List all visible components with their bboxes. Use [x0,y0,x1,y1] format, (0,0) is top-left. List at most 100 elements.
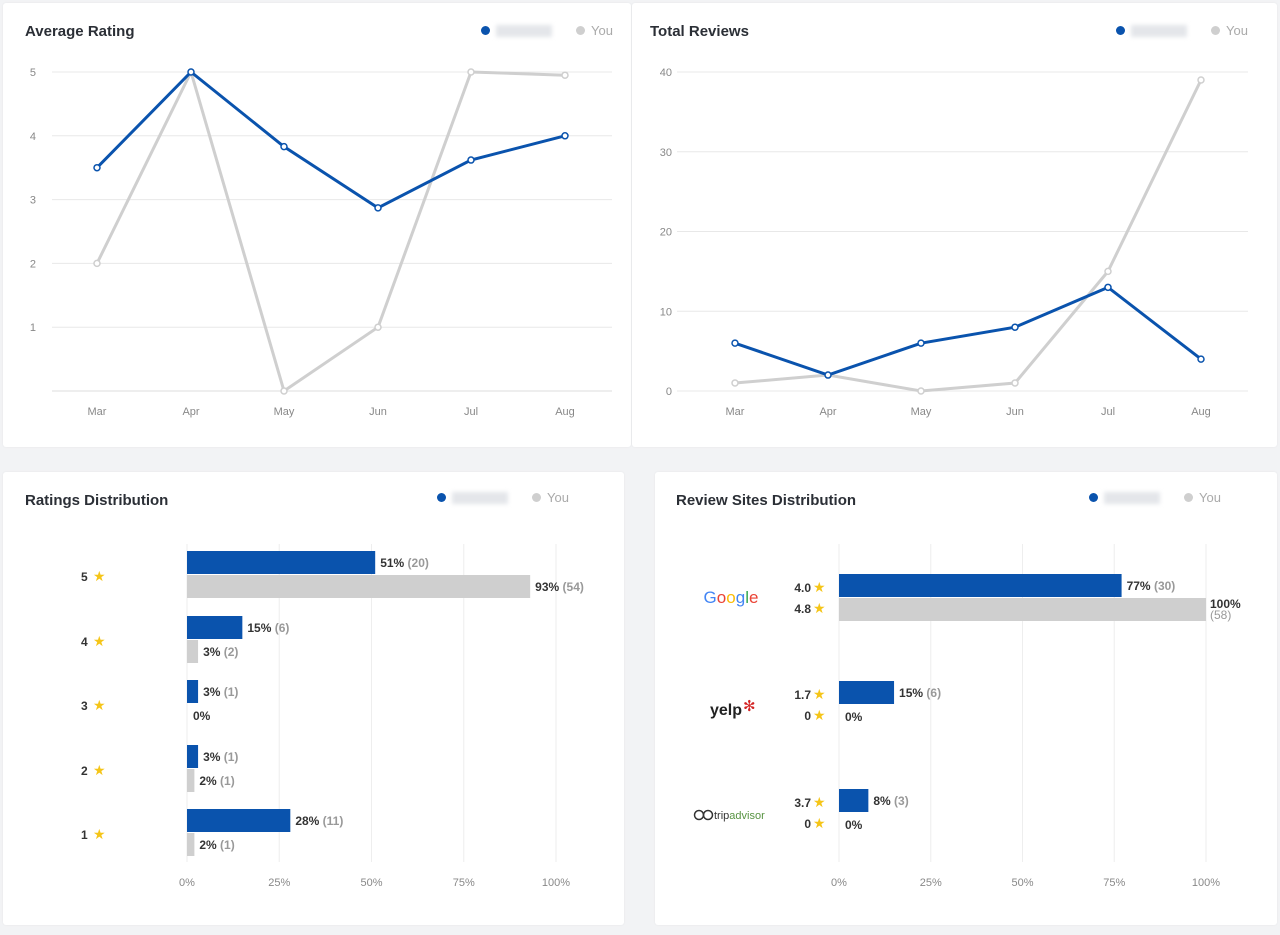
star-icon: ★ [93,568,106,584]
y-tick-label: 40 [660,67,672,79]
competitor-legend-dot [481,26,490,35]
x-tick-label: 50% [1011,877,1033,889]
bar-value-label: 77% (30) [1127,579,1176,593]
competitor-legend-dot [1116,26,1125,35]
star-icon: ★ [813,815,826,831]
you-site-rating: 4.8 [794,602,811,616]
legend: You [481,23,613,38]
data-point [93,163,101,172]
data-point [280,142,288,151]
you-bar [187,640,199,663]
star-icon: ★ [93,633,106,649]
you-bar [187,769,195,792]
data-point [1104,283,1112,292]
competitor-series-line [95,69,566,210]
competitor-bar [187,745,199,768]
y-tick-label: 5 [30,67,36,79]
x-tick-label: May [274,406,295,418]
x-tick-label: Jun [369,406,387,418]
x-tick-label: 0% [179,877,195,889]
x-tick-label: May [911,406,932,418]
x-tick-label: Aug [1191,406,1211,418]
star-icon: ★ [813,579,826,595]
legend: You [437,490,569,505]
star-icon: ★ [93,826,106,842]
data-point [1011,323,1019,331]
yelp-burst-icon: ✻ [743,698,756,715]
you-series-line [734,79,1203,393]
bar-value-label: 15% (6) [247,621,289,635]
data-point [374,323,382,331]
x-tick-label: 75% [1103,877,1125,889]
bar-value-label: 2% (1) [199,774,234,788]
rating-level-label: 5 [81,570,88,584]
data-point [1011,379,1019,387]
competitor-legend-dot [437,493,446,502]
bar-value-label: 0% [193,709,211,723]
data-point [187,68,195,76]
tripadvisor-owl-icon [693,809,705,821]
card-title: Ratings Distribution [25,492,169,509]
data-point [1197,355,1205,363]
data-point [917,387,925,395]
you-legend-label: You [1226,23,1248,38]
bar-value-label: 28% (11) [295,814,343,828]
competitor-legend-label-redacted [452,491,508,504]
x-tick-label: Jun [1006,406,1024,418]
y-tick-label: 20 [660,227,672,239]
x-tick-label: 50% [360,877,382,889]
star-icon: ★ [93,697,106,713]
bar-value-label: 2% (1) [199,838,234,852]
card-title: Average Rating [25,23,135,40]
rating-level-label: 4 [81,635,88,649]
data-point [731,339,739,347]
bar-value-label: 51% (20) [380,556,429,570]
you-site-rating: 0 [804,817,811,831]
x-tick-label: Apr [819,406,836,418]
x-tick-label: Aug [555,406,575,418]
bar-value-label: 3% (1) [203,685,238,699]
yelp-logo: yelp [710,702,742,719]
you-series-line [95,67,566,394]
star-icon: ★ [813,686,826,702]
you-bar [839,598,1206,621]
data-point [93,259,101,268]
y-tick-label: 1 [30,322,36,334]
competitor-bar [839,681,895,704]
x-tick-label: 25% [268,877,290,889]
star-icon: ★ [93,762,106,778]
bar-value-label: 93% (54) [535,580,584,594]
star-icon: ★ [813,600,826,616]
x-tick-label: Mar [88,406,107,418]
x-tick-label: Jul [464,406,478,418]
data-point [1104,267,1112,276]
competitor-legend-label-redacted [1104,491,1160,504]
x-tick-label: 0% [831,877,847,889]
x-tick-label: 100% [542,877,570,889]
average-rating-card: Average Rating You [3,3,631,447]
y-tick-label: 0 [666,386,672,398]
data-point [467,68,475,76]
bar-value-label: 3% (1) [203,750,238,764]
x-tick-label: Apr [182,406,199,418]
competitor-bar [187,551,376,574]
you-legend-dot [532,493,541,502]
data-point [561,71,569,79]
you-legend-dot [1184,493,1193,502]
x-tick-label: Mar [726,406,745,418]
data-point [280,387,288,395]
y-tick-label: 30 [660,147,672,159]
you-legend-label: You [547,490,569,505]
data-point [917,339,925,347]
ratings-distribution-card: Ratings Distribution You [3,472,624,925]
data-point [731,379,739,387]
bar-value-label: 100% [1210,597,1241,611]
competitor-bar [187,809,291,832]
x-tick-label: Jul [1101,406,1115,418]
you-legend-label: You [591,23,613,38]
star-icon: ★ [813,794,826,810]
rating-level-label: 2 [81,764,88,778]
rating-level-label: 1 [81,828,88,842]
card-title: Total Reviews [650,23,749,40]
